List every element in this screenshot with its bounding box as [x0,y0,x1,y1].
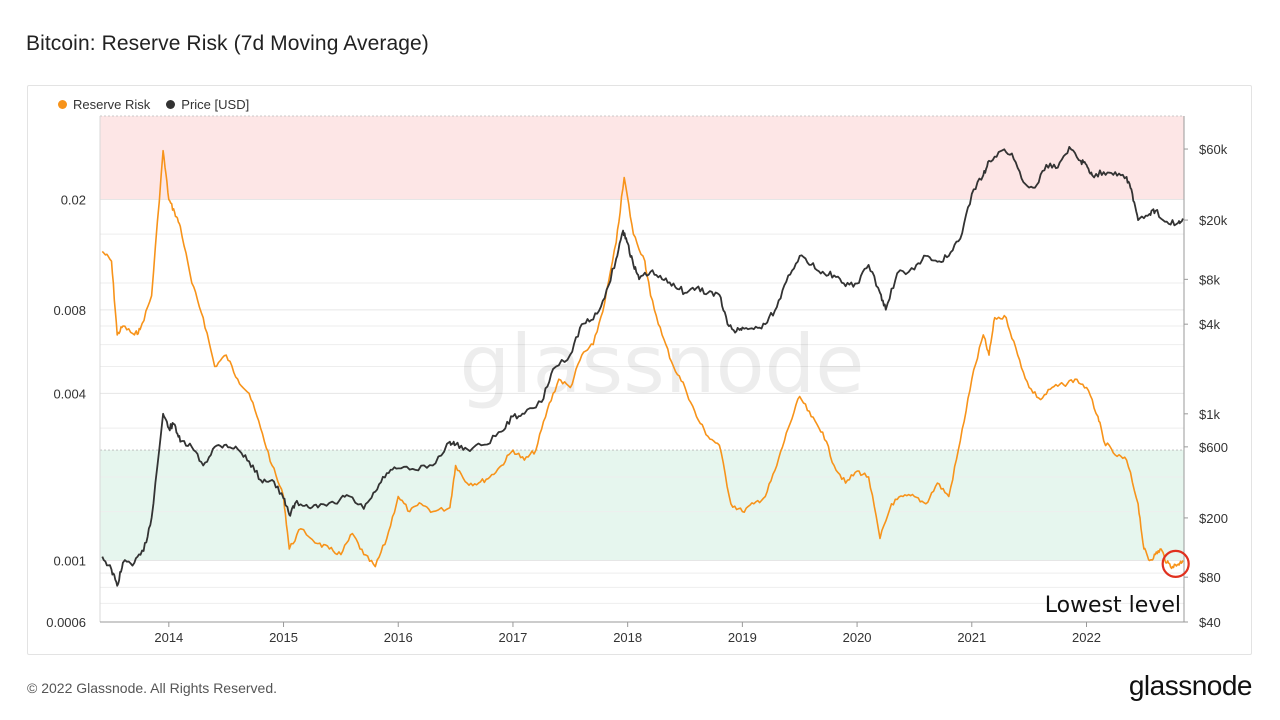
y-left-tick-label: 0.001 [53,553,86,568]
y-right-tick-label: $4k [1199,317,1220,332]
legend-item-price[interactable]: Price [USD] [166,97,249,112]
zone-lower [100,450,1184,561]
x-tick-label: 2021 [957,630,986,645]
y-right-tick-label: $60k [1199,142,1228,157]
zone-upper [100,116,1184,200]
series-line-price [101,145,1184,587]
y-right-tick-label: $40 [1199,615,1221,630]
series-line-reserve-risk [101,149,1184,570]
y-left-tick-label: 0.0006 [46,615,86,630]
x-tick-label: 2016 [384,630,413,645]
y-right-tick-label: $600 [1199,440,1228,455]
legend-dot-reserve-risk [58,100,67,109]
x-tick-label: 2019 [728,630,757,645]
y-right-tick-label: $8k [1199,272,1220,287]
chart-panel [27,85,1252,655]
y-right-tick-label: $1k [1199,407,1220,422]
y-left-tick-label: 0.004 [53,386,86,401]
brand-logo: glassnode [1128,670,1253,701]
y-right-tick-label: $200 [1199,511,1228,526]
legend-label-reserve-risk: Reserve Risk [73,97,151,112]
y-left-tick-label: 0.02 [61,193,86,208]
lowest-level-annotation: Lowest level [1045,593,1181,618]
x-tick-label: 2017 [498,630,527,645]
x-tick-label: 2014 [154,630,183,645]
legend-item-reserve-risk[interactable]: Reserve Risk [58,97,150,112]
y-right-tick-label: $20k [1199,213,1228,228]
legend: Reserve Risk Price [USD] [58,97,249,112]
page-title: Bitcoin: Reserve Risk (7d Moving Average… [26,32,429,55]
x-tick-label: 2020 [843,630,872,645]
legend-label-price: Price [USD] [181,97,250,112]
lowest-level-circle [1161,549,1190,578]
x-tick-label: 2018 [613,630,642,645]
copyright-footer: © 2022 Glassnode. All Rights Reserved. [27,680,278,696]
legend-dot-price [166,100,176,109]
y-left-tick-label: 0.008 [53,303,86,318]
x-tick-label: 2015 [269,630,298,645]
x-tick-label: 2022 [1072,630,1101,645]
y-right-tick-label: $80 [1199,570,1221,585]
